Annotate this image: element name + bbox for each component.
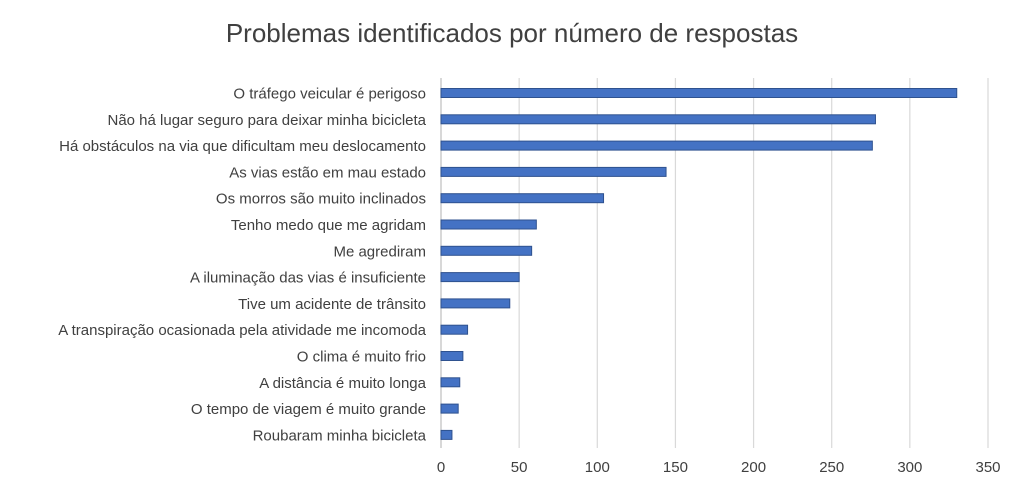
gridlines bbox=[440, 78, 989, 448]
x-tick-label: 250 bbox=[819, 459, 844, 476]
x-tick-label: 50 bbox=[511, 459, 528, 476]
x-tick-label: 150 bbox=[663, 459, 688, 476]
category-label: Os morros são muito inclinados bbox=[216, 191, 426, 208]
category-label: As vias estão em mau estado bbox=[229, 164, 426, 181]
category-label: O tempo de viagem é muito grande bbox=[191, 401, 426, 418]
x-tick-label: 350 bbox=[975, 459, 1000, 476]
bar bbox=[440, 114, 876, 125]
bar bbox=[440, 272, 520, 283]
category-label: Me agrediram bbox=[333, 243, 426, 260]
bar bbox=[440, 88, 958, 98]
category-label: Tenho medo que me agridam bbox=[231, 217, 426, 234]
x-tick-labels: 0 50 100 150 200 250 300 350 bbox=[437, 459, 1001, 476]
category-label: A transpiração ocasionada pela atividade… bbox=[58, 322, 426, 339]
bar bbox=[440, 166, 667, 177]
bar bbox=[440, 351, 464, 361]
category-label: A iluminação das vias é insuficiente bbox=[190, 270, 426, 287]
bar bbox=[440, 324, 469, 335]
x-tick-label: 0 bbox=[437, 459, 445, 476]
bar bbox=[440, 140, 873, 151]
category-label: O tráfego veicular é perigoso bbox=[233, 86, 426, 103]
bar bbox=[440, 298, 511, 309]
category-label: Há obstáculos na via que dificultam meu … bbox=[59, 138, 426, 155]
category-labels: O tráfego veicular é perigoso Não há luga… bbox=[58, 86, 426, 445]
bars bbox=[440, 88, 958, 440]
bar bbox=[440, 403, 459, 414]
bar bbox=[440, 193, 605, 204]
category-label: A distância é muito longa bbox=[259, 375, 426, 392]
bar bbox=[440, 245, 533, 256]
bar bbox=[440, 377, 461, 388]
x-tick-label: 200 bbox=[741, 459, 766, 476]
bar bbox=[440, 219, 537, 230]
category-label: Tive um acidente de trânsito bbox=[238, 296, 426, 313]
x-tick-label: 300 bbox=[897, 459, 922, 476]
category-label: Não há lugar seguro para deixar minha bi… bbox=[107, 112, 426, 129]
bar bbox=[440, 429, 453, 440]
x-tick-label: 100 bbox=[585, 459, 610, 476]
chart-title: Problemas identificados por número de re… bbox=[225, 18, 799, 48]
category-label: Roubaram minha bicicleta bbox=[253, 427, 427, 444]
category-label: O clima é muito frio bbox=[297, 349, 426, 366]
